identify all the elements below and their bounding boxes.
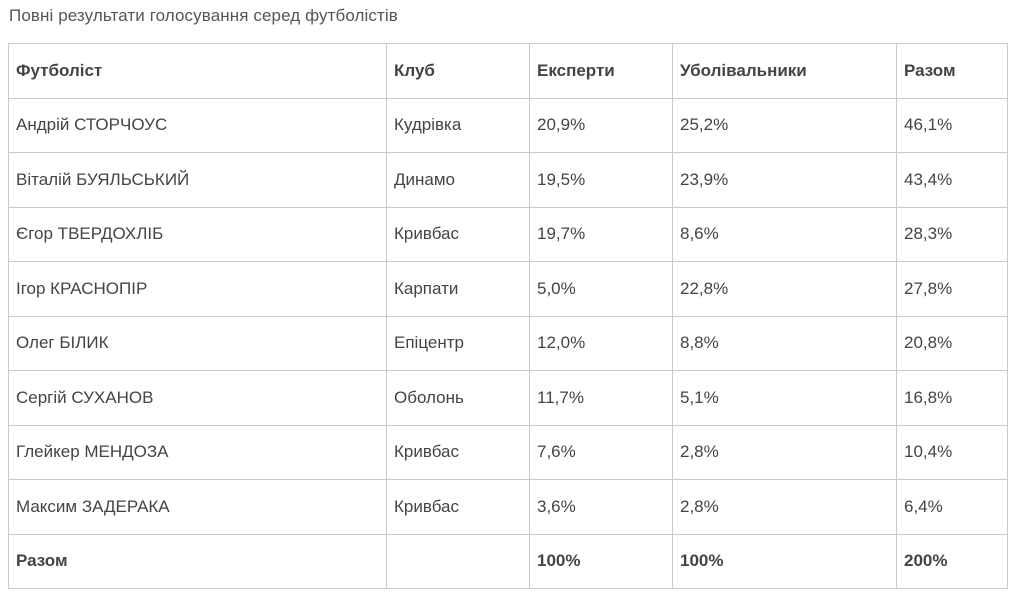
table-row: Віталій БУЯЛЬСЬКИЙ Динамо 19,5% 23,9% 43… [8,152,1008,208]
table-row: Глейкер МЕНДОЗА Кривбас 7,6% 2,8% 10,4% [8,424,1008,480]
cell-experts: 11,7% [529,370,673,426]
total-sum: 200% [896,533,1008,589]
header-experts: Експерти [529,43,673,99]
cell-fans: 2,8% [672,479,897,535]
total-experts: 100% [529,533,673,589]
cell-total: 43,4% [896,152,1008,208]
cell-player: Андрій СТОРЧОУС [8,97,387,153]
cell-total: 27,8% [896,261,1008,317]
cell-player: Максим ЗАДЕРАКА [8,479,387,535]
total-label: Разом [8,533,387,589]
header-player: Футболіст [8,43,387,99]
cell-experts: 19,7% [529,206,673,262]
cell-fans: 22,8% [672,261,897,317]
cell-fans: 8,8% [672,315,897,371]
table-footer: Разом 100% 100% 200% [8,533,1008,589]
cell-experts: 19,5% [529,152,673,208]
total-fans: 100% [672,533,897,589]
cell-club: Кривбас [386,479,530,535]
cell-club: Кривбас [386,424,530,480]
table-header: Футболіст Клуб Експерти Уболівальники Ра… [8,43,1008,99]
cell-experts: 5,0% [529,261,673,317]
header-club: Клуб [386,43,530,99]
cell-total: 16,8% [896,370,1008,426]
cell-club: Епіцентр [386,315,530,371]
cell-player: Сергій СУХАНОВ [8,370,387,426]
table-row: Максим ЗАДЕРАКА Кривбас 3,6% 2,8% 6,4% [8,479,1008,535]
cell-fans: 23,9% [672,152,897,208]
table-row: Єгор ТВЕРДОХЛІБ Кривбас 19,7% 8,6% 28,3% [8,206,1008,262]
total-club [386,533,530,589]
cell-total: 46,1% [896,97,1008,153]
cell-fans: 8,6% [672,206,897,262]
header-row: Футболіст Клуб Експерти Уболівальники Ра… [8,43,1008,99]
cell-fans: 5,1% [672,370,897,426]
header-total: Разом [896,43,1008,99]
cell-total: 28,3% [896,206,1008,262]
cell-player: Ігор КРАСНОПІР [8,261,387,317]
results-table: Футболіст Клуб Експерти Уболівальники Ра… [8,43,1008,589]
cell-experts: 7,6% [529,424,673,480]
cell-experts: 20,9% [529,97,673,153]
cell-total: 20,8% [896,315,1008,371]
table-body: Андрій СТОРЧОУС Кудрівка 20,9% 25,2% 46,… [8,97,1008,535]
cell-experts: 12,0% [529,315,673,371]
cell-player: Глейкер МЕНДОЗА [8,424,387,480]
cell-club: Динамо [386,152,530,208]
cell-total: 6,4% [896,479,1008,535]
cell-club: Карпати [386,261,530,317]
table-row: Андрій СТОРЧОУС Кудрівка 20,9% 25,2% 46,… [8,97,1008,153]
cell-experts: 3,6% [529,479,673,535]
cell-player: Олег БІЛИК [8,315,387,371]
table-row: Ігор КРАСНОПІР Карпати 5,0% 22,8% 27,8% [8,261,1008,317]
table-row: Олег БІЛИК Епіцентр 12,0% 8,8% 20,8% [8,315,1008,371]
cell-total: 10,4% [896,424,1008,480]
cell-fans: 2,8% [672,424,897,480]
cell-club: Оболонь [386,370,530,426]
cell-club: Кудрівка [386,97,530,153]
cell-fans: 25,2% [672,97,897,153]
total-row: Разом 100% 100% 200% [8,533,1008,589]
table-row: Сергій СУХАНОВ Оболонь 11,7% 5,1% 16,8% [8,370,1008,426]
cell-player: Єгор ТВЕРДОХЛІБ [8,206,387,262]
header-fans: Уболівальники [672,43,897,99]
table-caption: Повні результати голосування серед футбо… [9,6,398,25]
cell-player: Віталій БУЯЛЬСЬКИЙ [8,152,387,208]
cell-club: Кривбас [386,206,530,262]
